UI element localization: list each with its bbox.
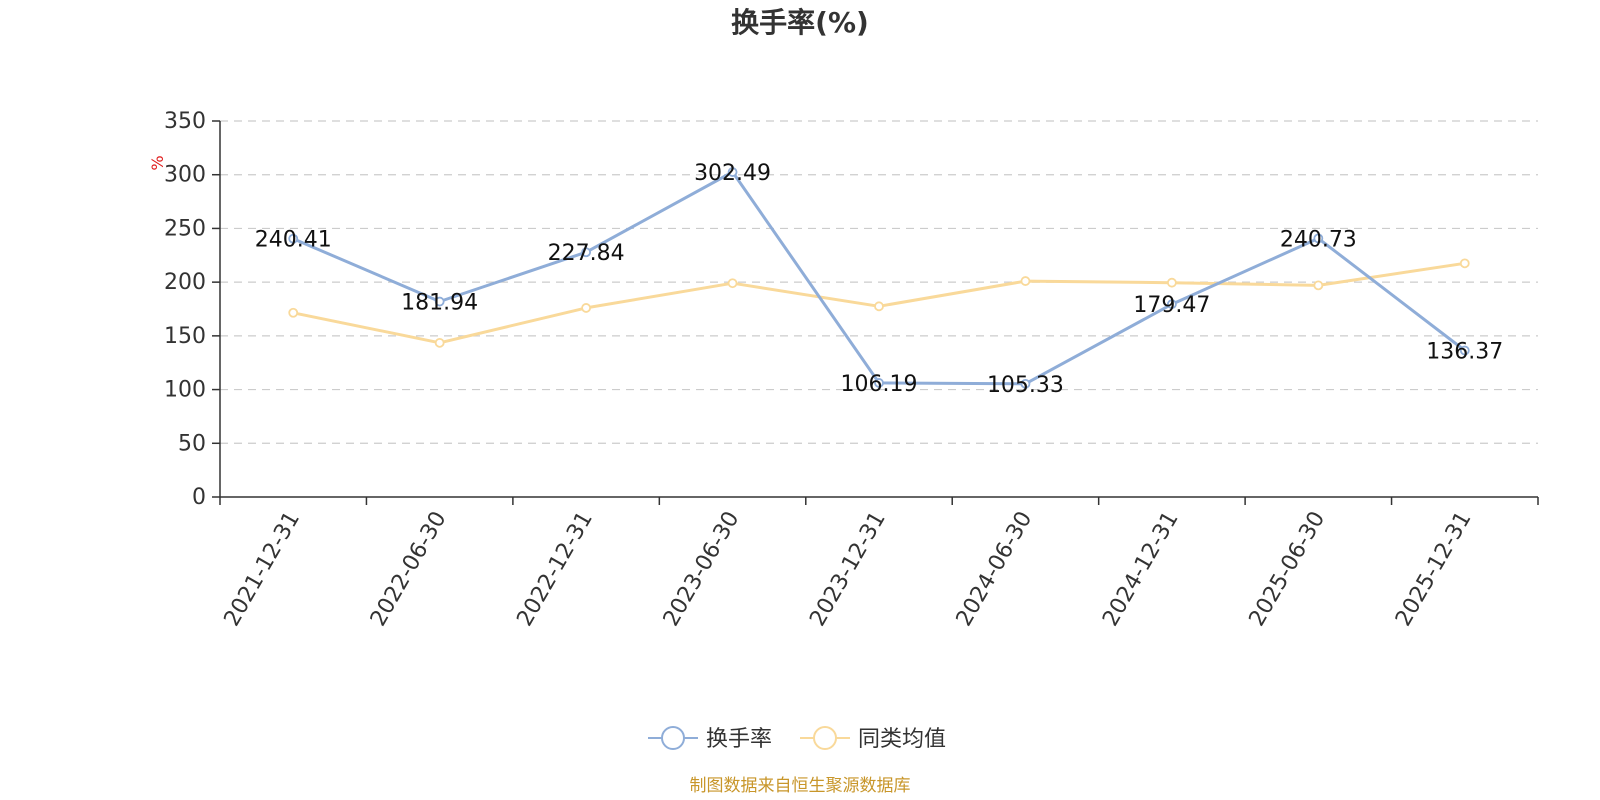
x-tick-label: 2024-12-31 — [1098, 507, 1184, 630]
legend-marker — [813, 726, 837, 750]
data-point — [288, 233, 299, 244]
data-point — [727, 167, 738, 177]
legend: 换手率 同类均值 — [648, 726, 946, 752]
data-point — [1313, 233, 1324, 244]
y-tick-label: 0 — [192, 485, 206, 510]
x-tick-label: 2025-12-31 — [1391, 507, 1477, 630]
data-point — [1166, 299, 1177, 310]
data-point — [727, 278, 738, 289]
legend-label: 换手率 — [706, 727, 772, 752]
y-tick-label: 100 — [164, 378, 206, 403]
x-tick-label: 2023-06-30 — [659, 507, 745, 630]
data-point — [1459, 258, 1470, 269]
x-tick-label: 2023-12-31 — [805, 507, 891, 630]
y-axis-unit: % — [148, 155, 167, 170]
data-label: 240.41 — [255, 228, 332, 253]
chart-title: 换手率(%) — [731, 6, 869, 39]
data-point — [581, 247, 592, 258]
data-point — [434, 296, 445, 307]
x-tick-label: 2024-06-30 — [952, 507, 1038, 630]
series-line-turnover — [292, 170, 1466, 386]
y-tick-label: 350 — [164, 109, 206, 134]
y-tick-label: 300 — [164, 163, 206, 188]
x-tick-label: 2021-12-31 — [220, 507, 306, 630]
x-tick-label: 2022-12-31 — [512, 507, 598, 630]
axes: 0 50 100 150 200 250 300 350 2021-12-31 2022-06-3… — [164, 109, 1539, 631]
data-label: 240.73 — [1280, 227, 1357, 252]
data-label: 181.94 — [401, 291, 478, 316]
data-labels: 240.41 181.94 227.84 302.49 106.19 105.33 179.… — [255, 161, 1504, 398]
series-group — [288, 167, 1470, 389]
y-tick-label: 200 — [164, 270, 206, 295]
source-note: 制图数据来自恒生聚源数据库 — [690, 776, 911, 796]
data-point — [874, 378, 884, 388]
data-label: 179.47 — [1133, 293, 1210, 318]
y-tick-label: 250 — [164, 216, 206, 241]
data-point — [1313, 280, 1324, 291]
data-label: 105.33 — [987, 373, 1064, 398]
data-label: 136.37 — [1426, 339, 1503, 364]
x-tick-label: 2025-06-30 — [1245, 507, 1331, 630]
data-point — [1020, 276, 1031, 286]
legend-label: 同类均值 — [858, 727, 946, 752]
data-label: 106.19 — [841, 372, 918, 397]
data-point — [288, 307, 299, 318]
y-tick-label: 150 — [164, 324, 206, 349]
data-point — [1459, 345, 1470, 356]
data-point — [581, 303, 592, 313]
data-point — [1166, 277, 1177, 288]
data-point — [874, 301, 884, 312]
y-tick-label: 50 — [178, 431, 206, 456]
data-label: 227.84 — [548, 241, 625, 266]
x-tick-label: 2022-06-30 — [366, 507, 452, 630]
legend-marker — [661, 726, 685, 750]
data-point — [434, 337, 445, 348]
data-label: 302.49 — [694, 161, 771, 186]
data-point — [1020, 378, 1031, 389]
